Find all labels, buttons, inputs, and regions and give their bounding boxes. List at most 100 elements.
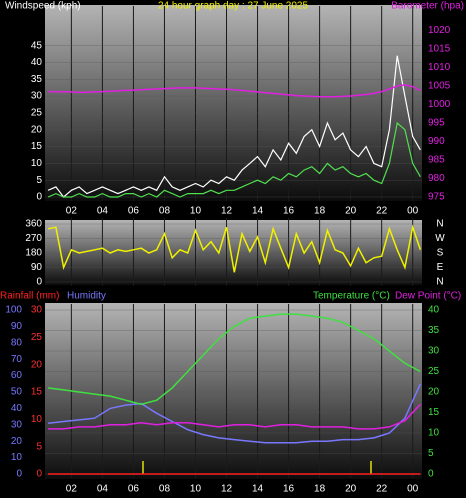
y-tick-label: 5 [36, 175, 42, 186]
legend-label: Temperature (°C) [313, 291, 390, 302]
x-tick-label: 14 [252, 206, 264, 217]
y-tick-label: 270 [25, 233, 42, 244]
x-tick-label: 22 [376, 484, 388, 495]
series-line [47, 224, 422, 273]
y2-axis-title: Barometer (hpa) [391, 1, 464, 12]
y-tick-label: 990 [428, 136, 445, 147]
chart-title: 24 hour graph day : 27 June 2025 [158, 1, 309, 12]
y-tick-label: 15 [428, 407, 440, 418]
y-tick-label: 20 [428, 387, 440, 398]
series-line [48, 383, 422, 444]
y-tick-label: 1015 [428, 44, 451, 55]
y-tick-label: 0 [16, 469, 22, 480]
y-tick-label: 1010 [428, 62, 451, 73]
y-tick-label: 5 [36, 441, 42, 452]
series-line [47, 121, 421, 198]
y-tick-label: 5 [428, 448, 434, 459]
x-tick-label: 06 [128, 484, 140, 495]
y-tick-label: 1000 [428, 99, 451, 110]
y-tick-label: S [437, 248, 444, 259]
y-tick-label: 1005 [428, 81, 451, 92]
y-tick-label: 30 [31, 91, 43, 102]
y-tick-label: 980 [428, 173, 445, 184]
y-tick-label: 985 [428, 155, 445, 166]
legend-label: Humidity [67, 291, 106, 302]
y-tick-label: N [436, 277, 443, 288]
series-line [48, 84, 421, 98]
x-tick-label: 00 [407, 206, 419, 217]
y-tick-label: 0 [36, 192, 42, 203]
y-tick-label: 975 [428, 192, 445, 203]
y-tick-label: 20 [11, 436, 23, 447]
y-tick-label: 20 [31, 124, 43, 135]
y-tick-label: N [436, 219, 443, 230]
legend-label: Dew Point (°C) [395, 291, 461, 302]
x-tick-label: 14 [252, 484, 264, 495]
x-tick-label: 00 [407, 484, 419, 495]
y-tick-label: 0 [36, 469, 42, 480]
y-axis-title: Windspeed (kph) [5, 1, 81, 12]
y-tick-label: 90 [11, 321, 23, 332]
y-tick-label: 25 [31, 332, 43, 343]
y-tick-label: 50 [11, 387, 23, 398]
x-tick-label: 20 [345, 484, 357, 495]
x-tick-label: 08 [159, 484, 171, 495]
x-tick-label: 16 [283, 484, 295, 495]
y-tick-label: 70 [11, 354, 23, 365]
y-tick-label: 100 [5, 305, 22, 316]
x-tick-label: 10 [190, 484, 202, 495]
y-tick-label: 30 [428, 346, 440, 357]
series-line [47, 55, 421, 198]
y-tick-label: 360 [25, 219, 42, 230]
legend-label: Rainfall (mm) [0, 291, 59, 302]
y-tick-label: 40 [11, 403, 23, 414]
x-tick-label: 12 [221, 484, 233, 495]
y-tick-label: 10 [31, 158, 43, 169]
x-tick-label: 20 [345, 206, 357, 217]
y-tick-label: 10 [11, 452, 23, 463]
y-tick-label: 995 [428, 118, 445, 129]
x-tick-label: 06 [128, 206, 140, 217]
y-tick-label: 60 [11, 370, 23, 381]
plot-area [45, 220, 422, 285]
x-tick-label: 04 [97, 484, 109, 495]
x-tick-label: 04 [97, 206, 109, 217]
y-tick-label: 10 [428, 428, 440, 439]
y-tick-label: 45 [31, 40, 43, 51]
x-tick-label: 18 [314, 206, 326, 217]
x-tick-label: 08 [159, 206, 171, 217]
x-tick-label: 10 [190, 206, 202, 217]
x-tick-label: 16 [283, 206, 295, 217]
y-tick-label: W [435, 233, 445, 244]
x-tick-label: 02 [66, 484, 78, 495]
y-tick-label: 20 [31, 359, 43, 370]
x-tick-label: 18 [314, 484, 326, 495]
y-tick-label: 80 [11, 337, 23, 348]
y-tick-label: 40 [31, 57, 43, 68]
y-tick-label: 25 [31, 108, 43, 119]
y-tick-label: 180 [25, 248, 42, 259]
plot-area [45, 5, 422, 201]
y-tick-label: 0 [36, 277, 42, 288]
y-tick-label: 10 [31, 414, 43, 425]
plot-area [45, 303, 422, 479]
y-tick-label: 90 [31, 262, 43, 273]
x-tick-label: 12 [221, 206, 233, 217]
x-tick-label: 02 [66, 206, 78, 217]
y-tick-label: 30 [31, 305, 43, 316]
y-tick-label: 15 [31, 141, 43, 152]
y-tick-label: 35 [31, 74, 43, 85]
y-tick-label: 25 [428, 366, 440, 377]
y-tick-label: 1020 [428, 25, 451, 36]
series-line [48, 403, 421, 430]
y-tick-label: 35 [428, 325, 440, 336]
y-tick-label: E [437, 262, 444, 273]
x-tick-label: 22 [376, 206, 388, 217]
y-tick-label: 30 [11, 419, 23, 430]
y-tick-label: 40 [428, 305, 440, 316]
y-tick-label: 15 [31, 387, 43, 398]
y-tick-label: 0 [428, 469, 434, 480]
series-line [48, 313, 421, 406]
